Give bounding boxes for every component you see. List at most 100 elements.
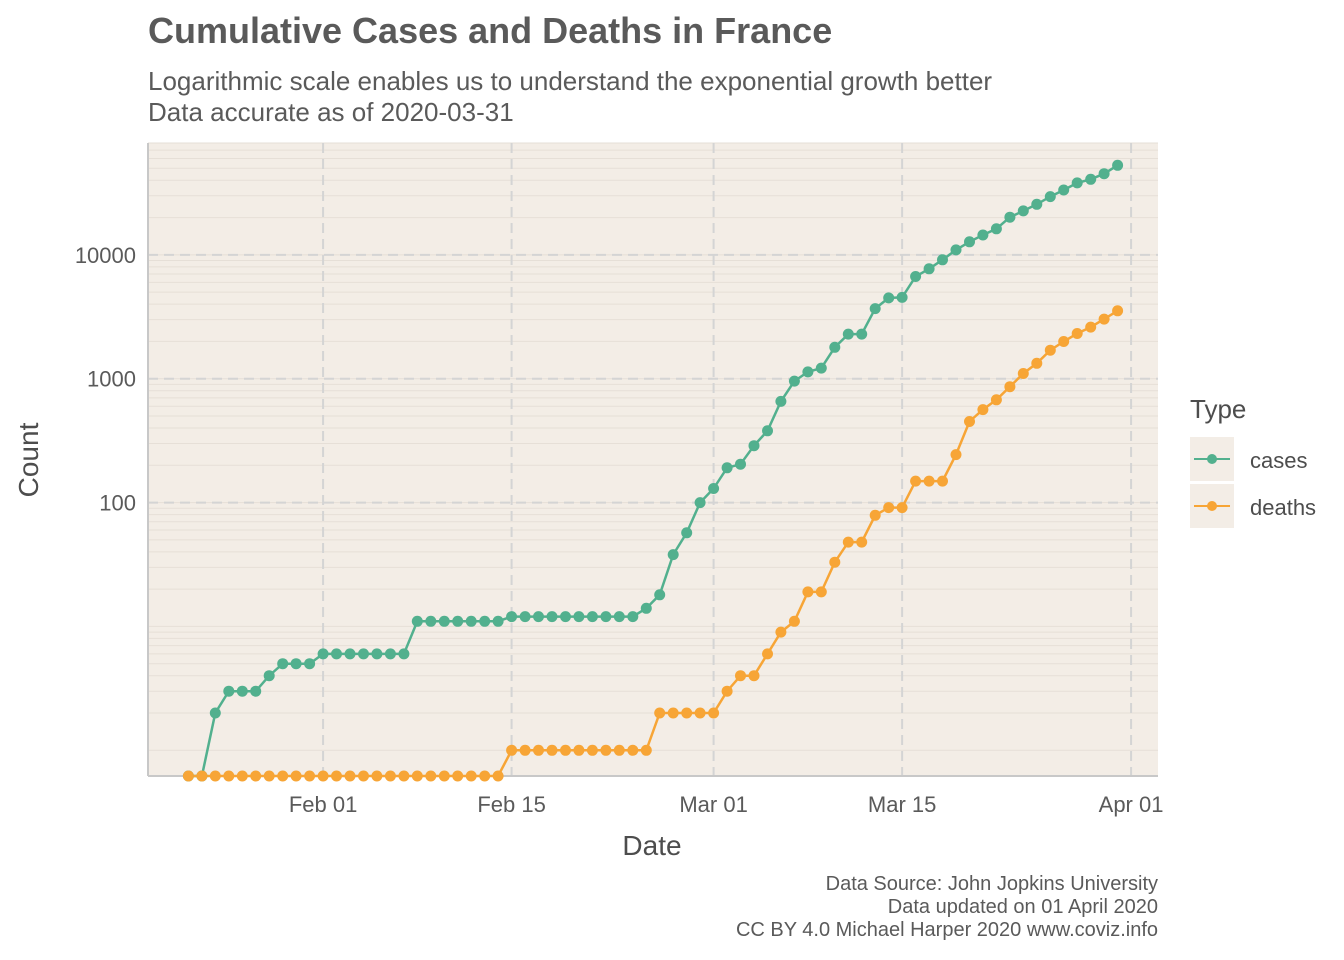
data-point-deaths	[708, 707, 720, 719]
data-point-deaths	[358, 770, 369, 782]
data-point-cases	[1044, 191, 1056, 203]
legend-item-deaths[interactable]: deaths	[1190, 484, 1316, 528]
data-point-deaths	[1058, 336, 1070, 347]
data-point-cases	[236, 685, 248, 697]
data-point-deaths	[613, 744, 625, 756]
data-point-cases	[560, 611, 571, 623]
data-point-deaths	[654, 707, 666, 719]
data-point-deaths	[600, 744, 612, 756]
major-grid	[148, 143, 1158, 776]
chart-subtitle: Logarithmic scale enables us to understa…	[148, 66, 992, 128]
data-point-cases	[425, 615, 437, 627]
data-point-cases	[613, 611, 625, 623]
data-point-deaths	[869, 509, 881, 521]
data-point-deaths	[398, 770, 410, 782]
data-point-cases	[735, 458, 746, 470]
data-point-deaths	[223, 770, 235, 782]
data-point-deaths	[815, 586, 827, 598]
data-point-cases	[263, 670, 275, 682]
data-point-deaths	[667, 707, 679, 719]
data-point-cases	[627, 611, 639, 623]
x-tick-label: Mar 15	[868, 792, 936, 817]
data-point-deaths	[533, 744, 544, 756]
data-point-cases	[1098, 168, 1110, 180]
legend-label-deaths: deaths	[1250, 495, 1316, 520]
data-point-deaths	[964, 416, 975, 427]
data-point-cases	[223, 685, 235, 697]
data-point-deaths	[910, 475, 922, 487]
series-lines	[188, 164, 1119, 778]
legend-item-cases[interactable]: cases	[1190, 437, 1307, 481]
data-point-cases	[964, 236, 975, 248]
data-point-cases	[1112, 159, 1124, 171]
data-point-deaths	[788, 615, 800, 627]
data-point-cases	[358, 648, 369, 660]
data-point-deaths	[937, 475, 948, 487]
data-point-deaths	[802, 586, 814, 598]
data-point-deaths	[842, 536, 854, 548]
data-point-cases	[937, 254, 948, 266]
legend-marker-deaths	[1207, 501, 1217, 511]
x-axis-title: Date	[622, 830, 681, 861]
data-point-cases	[667, 549, 679, 561]
data-point-cases	[317, 648, 329, 660]
data-point-cases	[869, 303, 881, 315]
caption-line: Data updated on 01 April 2020	[887, 896, 1158, 918]
data-point-deaths	[829, 556, 841, 568]
subtitle-line: Data accurate as of 2020-03-31	[148, 97, 514, 127]
data-point-cases	[506, 611, 518, 623]
data-point-cases	[371, 648, 383, 660]
data-point-deaths	[640, 744, 652, 756]
y-tick-label: 1000	[87, 367, 136, 392]
data-point-deaths	[209, 770, 221, 782]
data-point-deaths	[236, 770, 248, 782]
data-point-cases	[411, 615, 423, 627]
chart-title: Cumulative Cases and Deaths in France	[148, 10, 833, 51]
data-point-cases	[815, 362, 827, 374]
data-point-cases	[519, 611, 531, 623]
data-point-deaths	[304, 770, 316, 782]
data-point-deaths	[519, 744, 531, 756]
caption: Data Source: John Jopkins University Dat…	[736, 873, 1158, 942]
data-point-cases	[277, 658, 289, 670]
data-point-deaths	[990, 394, 1002, 406]
subtitle-line: Logarithmic scale enables us to understa…	[148, 66, 993, 96]
data-point-cases	[681, 527, 693, 539]
data-point-cases	[331, 648, 342, 660]
data-point-deaths	[1017, 368, 1029, 379]
data-point-deaths	[775, 626, 787, 638]
data-point-cases	[586, 611, 598, 623]
data-point-cases	[1004, 211, 1016, 223]
legend-marker-cases	[1207, 454, 1217, 464]
data-point-cases	[209, 707, 221, 719]
data-point-deaths	[573, 744, 585, 756]
data-point-cases	[1031, 198, 1043, 210]
data-point-deaths	[748, 670, 760, 682]
data-point-deaths	[1085, 321, 1097, 333]
data-point-cases	[910, 271, 922, 282]
data-point-cases	[762, 425, 773, 437]
plot-panel	[148, 143, 1158, 776]
data-point-deaths	[277, 770, 289, 782]
data-point-deaths	[492, 770, 504, 782]
x-tick-label: Feb 01	[289, 792, 358, 817]
data-point-deaths	[735, 670, 746, 682]
data-point-deaths	[1071, 328, 1083, 339]
data-point-cases	[344, 648, 356, 660]
data-point-cases	[640, 602, 652, 614]
data-point-cases	[250, 685, 262, 697]
data-point-cases	[1017, 205, 1029, 217]
data-point-deaths	[923, 475, 935, 487]
y-axis-title: Count	[13, 422, 44, 497]
data-point-deaths	[856, 536, 868, 548]
data-point-cases	[304, 658, 316, 670]
data-point-deaths	[290, 770, 302, 782]
data-point-cases	[465, 615, 477, 627]
x-tick-label: Feb 15	[477, 792, 546, 817]
data-point-deaths	[1004, 381, 1016, 393]
y-tick-label: 100	[99, 491, 136, 516]
data-point-cases	[694, 497, 706, 509]
data-point-cases	[600, 611, 612, 623]
data-point-cases	[384, 648, 396, 660]
